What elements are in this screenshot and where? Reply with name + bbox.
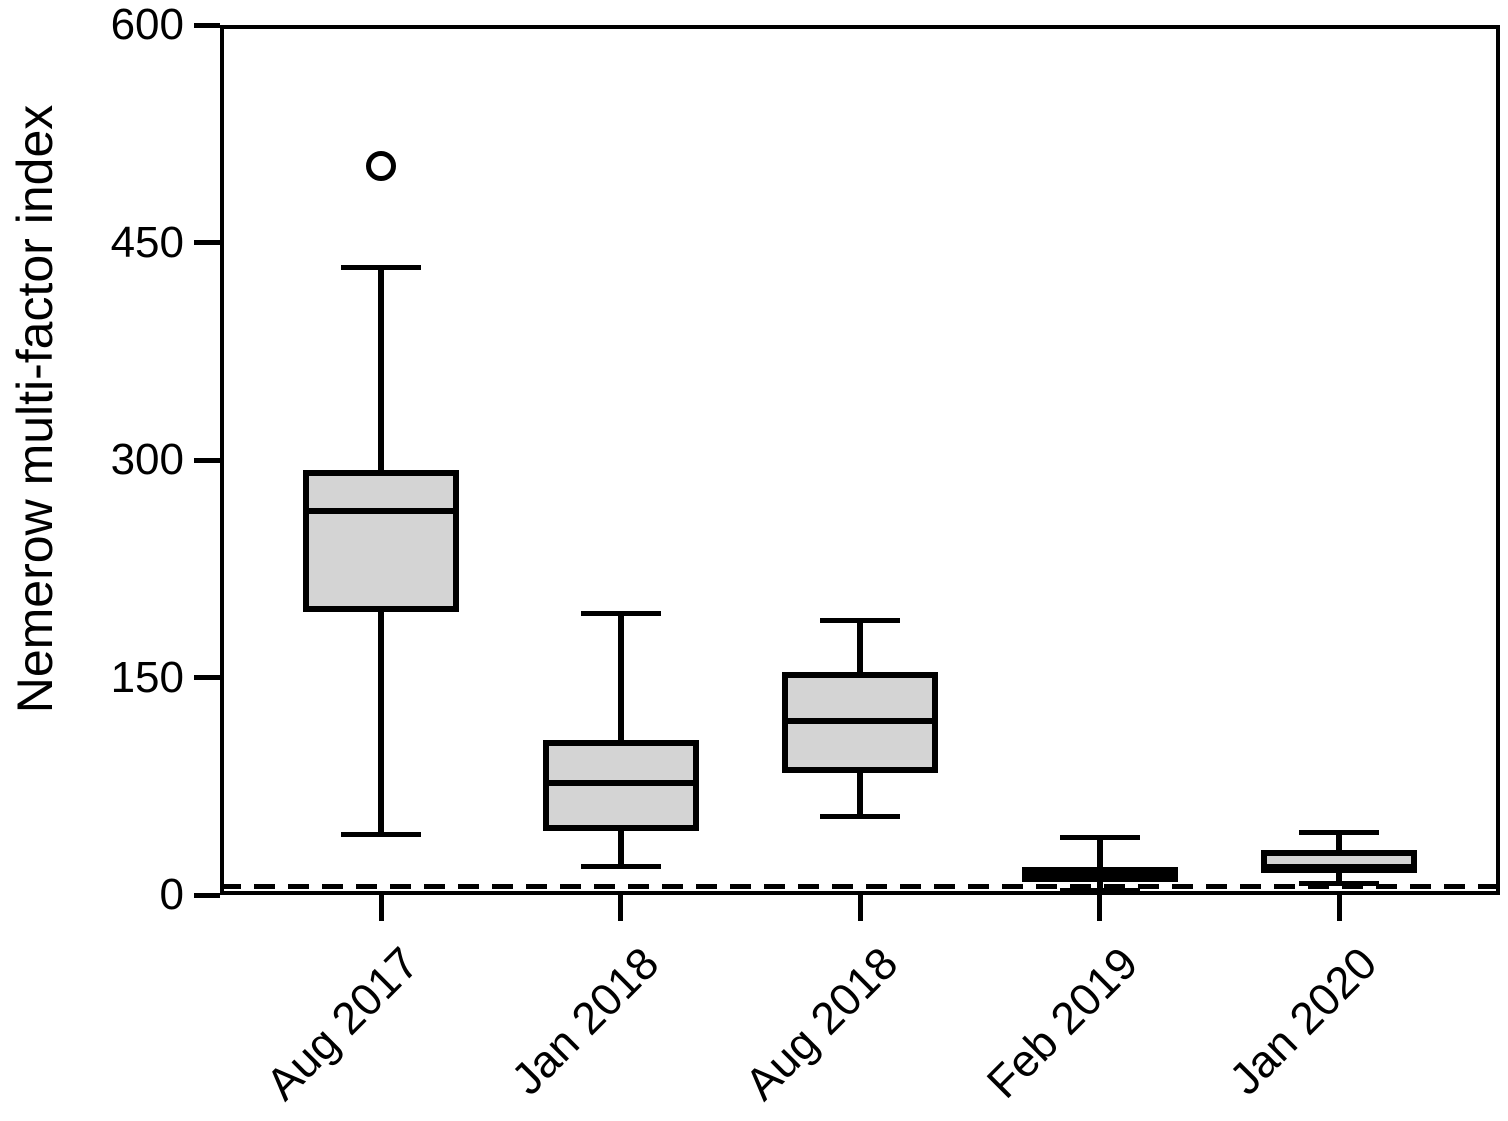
outlier-point [366, 150, 396, 181]
whisker-cap-min [1299, 880, 1379, 886]
x-tick-label: Jan 2020 [1219, 937, 1387, 1105]
whisker-cap-max [580, 611, 661, 617]
whisker-stem [617, 613, 624, 866]
box [303, 470, 459, 613]
whisker-cap-max [1299, 830, 1379, 836]
y-axis-tick [194, 457, 220, 463]
x-tick-label: Feb 2019 [976, 937, 1147, 1108]
whisker-cap-min [341, 831, 421, 837]
whisker-cap-max [1059, 834, 1140, 840]
whisker-cap-min [820, 814, 900, 820]
median-line [1021, 870, 1178, 877]
y-tick-label: 600 [110, 0, 184, 49]
y-axis-tick [194, 892, 220, 898]
x-axis-tick [1097, 893, 1102, 921]
plot-area [220, 25, 1500, 895]
median-line [303, 507, 459, 514]
y-axis-title: Nemerow multi-factor index [7, 104, 63, 714]
y-axis-tick [194, 240, 220, 245]
y-axis-tick [194, 675, 220, 680]
whisker-cap-max [820, 618, 900, 624]
reference-dashed-line [220, 883, 1500, 889]
x-tick-label: Aug 2017 [256, 937, 429, 1110]
x-axis-tick [618, 893, 623, 921]
whisker-cap-min [580, 863, 661, 869]
y-axis-tick [194, 22, 220, 28]
x-axis-tick [378, 893, 384, 921]
x-axis-tick [1336, 893, 1342, 921]
y-tick-label: 0 [159, 870, 184, 919]
whisker-cap-max [341, 264, 421, 270]
y-tick-label: 150 [110, 652, 184, 702]
x-tick-label: Jan 2018 [500, 937, 668, 1105]
median-line [1261, 864, 1417, 871]
x-axis-tick [857, 893, 863, 921]
y-tick-label: 300 [110, 435, 184, 484]
y-tick-label: 450 [110, 217, 184, 267]
whisker-cap-min [1059, 888, 1140, 894]
x-tick-label: Aug 2018 [735, 937, 908, 1110]
whisker-stem [1096, 837, 1103, 891]
median-line [782, 718, 938, 724]
median-line [542, 780, 699, 787]
